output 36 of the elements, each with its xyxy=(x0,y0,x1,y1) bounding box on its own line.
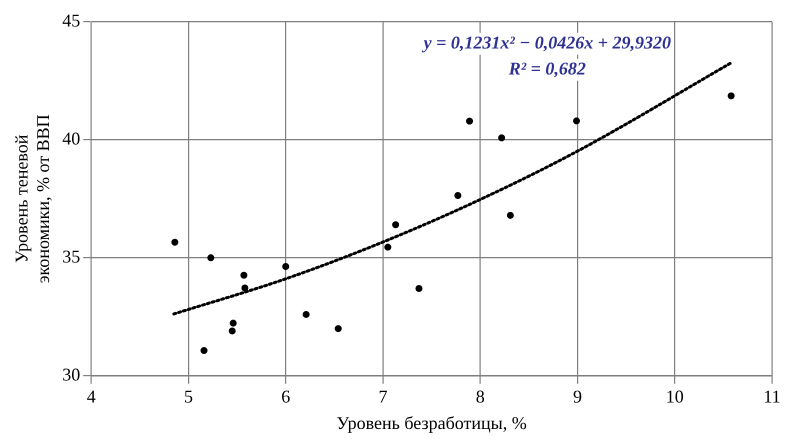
point xyxy=(240,272,248,279)
point xyxy=(334,325,342,332)
point xyxy=(392,221,400,228)
point xyxy=(282,263,290,270)
point xyxy=(728,92,735,100)
x-tick-label: 5 xyxy=(184,386,193,406)
point xyxy=(573,117,580,124)
x-tick-label: 4 xyxy=(86,386,96,406)
y-tick-label: 40 xyxy=(62,128,80,149)
y-tick-label: 35 xyxy=(62,246,80,267)
point xyxy=(200,347,208,354)
y-tick-label: 30 xyxy=(62,364,80,385)
point xyxy=(171,238,178,246)
point xyxy=(230,320,237,327)
x-tick-label: 8 xyxy=(476,386,485,406)
x-axis-title: Уровень безработицы, % xyxy=(336,412,527,433)
point xyxy=(415,284,422,292)
point xyxy=(506,212,514,219)
x-tick-label: 6 xyxy=(281,386,290,406)
point xyxy=(454,192,462,199)
x-tick-label: 9 xyxy=(572,386,582,406)
x-tick-label: 11 xyxy=(763,386,781,406)
point xyxy=(302,310,310,318)
point xyxy=(384,244,392,251)
y-tick-label: 45 xyxy=(62,10,80,31)
x-tick-label: 7 xyxy=(378,386,388,406)
point xyxy=(207,254,214,262)
y-axis-title: Уровень теневой экономики, % от ВВП xyxy=(12,114,54,284)
point xyxy=(228,327,236,334)
point xyxy=(466,118,474,125)
annotation: R² = 0,682 xyxy=(508,58,586,78)
annotation: y = 0,1231x² − 0,0426x + 29,9320 xyxy=(422,32,671,52)
line-series xyxy=(172,61,733,316)
point xyxy=(498,134,506,142)
x-tick-label: 10 xyxy=(666,386,684,406)
point xyxy=(241,284,248,292)
